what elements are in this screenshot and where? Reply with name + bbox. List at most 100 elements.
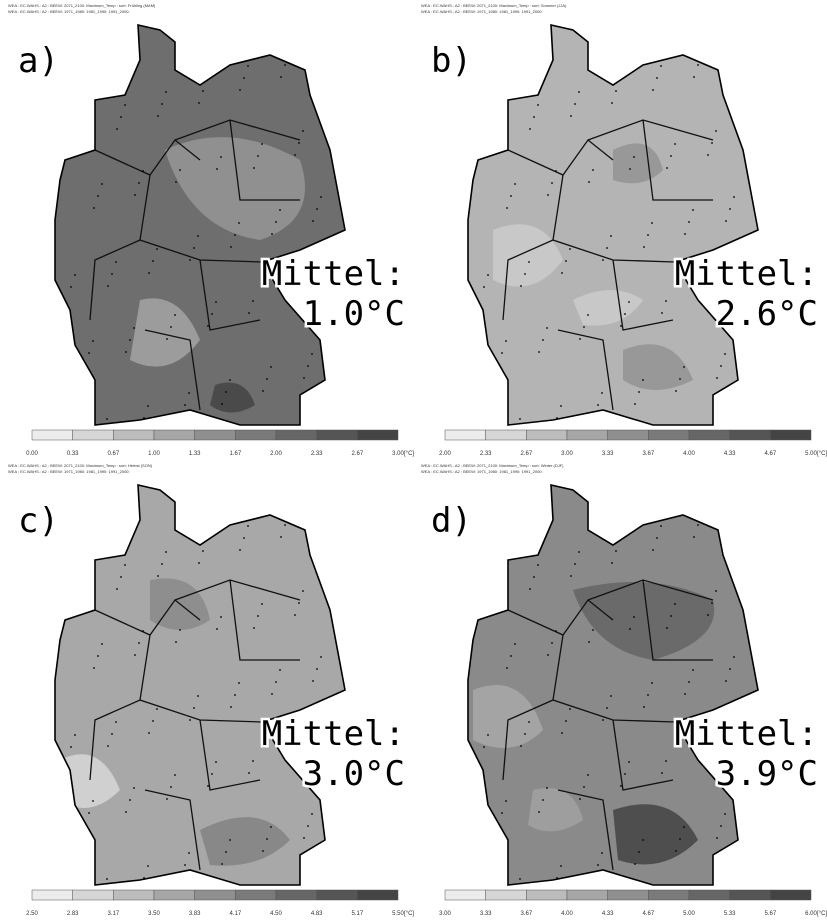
state-border <box>144 789 201 871</box>
colorbar-segment <box>357 889 399 901</box>
station <box>175 641 177 643</box>
colorbar-segment <box>235 429 277 441</box>
station <box>321 63 323 65</box>
station <box>610 695 612 697</box>
colorbar-segment <box>729 889 771 901</box>
station <box>720 365 722 367</box>
station <box>307 825 309 827</box>
colorbar-tick: 3.00 <box>561 451 573 457</box>
colorbar-unit: [°C] <box>404 451 414 457</box>
station <box>692 669 694 671</box>
station <box>266 378 268 380</box>
station <box>606 707 608 709</box>
station <box>69 499 71 501</box>
station <box>547 194 549 196</box>
station <box>184 404 186 406</box>
station <box>729 668 731 670</box>
shade-region <box>573 582 715 660</box>
station <box>188 852 190 854</box>
station <box>93 207 95 209</box>
station <box>620 325 622 327</box>
station <box>488 141 490 143</box>
station <box>289 299 291 301</box>
station <box>628 301 630 303</box>
station <box>684 233 686 235</box>
station <box>734 63 736 65</box>
station <box>551 642 553 644</box>
station <box>514 183 516 185</box>
mean-label: Mittel: <box>262 714 405 754</box>
colorbar-tick: 2.00 <box>270 451 282 457</box>
station <box>174 774 176 776</box>
station <box>238 682 240 684</box>
shade-region <box>623 344 693 390</box>
panel-header: WEA : EC.WAHS.: A2 : BEEW: 1971_1980: 19… <box>421 9 543 14</box>
colorbar-tick: 2.67 <box>520 451 532 457</box>
state-border <box>94 599 201 636</box>
station <box>280 76 282 78</box>
colorbar-segment <box>194 429 236 441</box>
colorbar-tick: 6.00 <box>805 911 817 917</box>
station <box>75 141 77 143</box>
station <box>216 168 218 170</box>
station <box>724 813 726 815</box>
station <box>634 863 636 865</box>
station <box>257 615 259 617</box>
station <box>665 760 667 762</box>
station <box>569 248 571 250</box>
station <box>611 102 613 104</box>
colorbar-segment <box>648 429 690 441</box>
station <box>148 272 150 274</box>
station <box>230 706 232 708</box>
station <box>505 800 507 802</box>
state-border <box>507 599 614 636</box>
station <box>515 50 517 52</box>
station <box>592 169 594 171</box>
station <box>537 564 539 566</box>
station <box>570 115 572 117</box>
station <box>70 746 72 748</box>
station <box>555 170 557 172</box>
station <box>202 550 204 552</box>
station <box>142 170 144 172</box>
map-area <box>468 485 758 885</box>
station <box>134 194 136 196</box>
station <box>134 654 136 656</box>
state-border <box>612 259 674 331</box>
station <box>211 313 213 315</box>
station <box>510 655 512 657</box>
station <box>302 590 304 592</box>
station <box>711 142 713 144</box>
station <box>97 195 99 197</box>
station <box>720 825 722 827</box>
station <box>638 391 640 393</box>
station <box>261 143 263 145</box>
station <box>615 90 617 92</box>
station <box>716 377 718 379</box>
station <box>148 732 150 734</box>
state-border <box>557 329 614 411</box>
station <box>733 196 735 198</box>
state-border <box>229 579 300 661</box>
station <box>312 680 314 682</box>
station <box>289 759 291 761</box>
station <box>542 799 544 801</box>
station <box>120 576 122 578</box>
colorbar-tick: 2.33 <box>311 451 323 457</box>
station <box>533 116 535 118</box>
station <box>492 129 494 131</box>
state-border <box>144 329 201 411</box>
station <box>715 130 717 132</box>
station <box>133 327 135 329</box>
station <box>675 850 677 852</box>
map-shading <box>69 39 328 420</box>
station <box>624 313 626 315</box>
station <box>601 392 603 394</box>
map-panel: WEA : EC.WAHS.: A2 : BEEW: 2071_2100: Ma… <box>8 3 414 457</box>
station <box>702 759 704 761</box>
station <box>587 774 589 776</box>
station <box>156 708 158 710</box>
station <box>142 630 144 632</box>
station <box>288 52 290 54</box>
station <box>248 312 250 314</box>
